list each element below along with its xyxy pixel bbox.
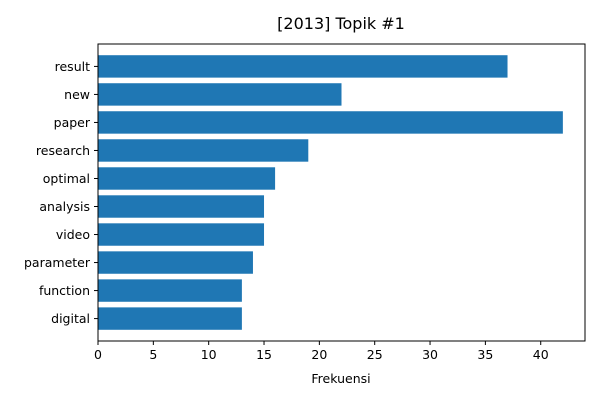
x-tick-label: 5 <box>149 347 157 362</box>
bar-video <box>98 223 265 246</box>
y-tick-label: digital <box>51 311 90 326</box>
x-tick-label: 20 <box>311 347 327 362</box>
bar-parameter <box>98 251 253 274</box>
x-tick-label: 30 <box>422 347 438 362</box>
x-tick-label: 15 <box>256 347 272 362</box>
y-axis-ticks: result new paper research optimal analysis vid… <box>24 59 98 326</box>
bar-research <box>98 139 309 162</box>
y-tick-label: result <box>55 59 90 74</box>
bar-function <box>98 279 242 302</box>
y-tick-label: optimal <box>43 171 90 186</box>
x-tick-label: 0 <box>94 347 102 362</box>
y-tick-label: research <box>36 143 90 158</box>
bar-paper <box>98 111 563 134</box>
x-tick-label: 35 <box>477 347 493 362</box>
bar-analysis <box>98 195 265 218</box>
bar-result <box>98 55 508 78</box>
y-tick-label: video <box>56 227 90 242</box>
bars-layer <box>98 55 563 330</box>
y-tick-label: analysis <box>39 199 90 214</box>
bar-optimal <box>98 167 276 190</box>
plot-frame <box>97 43 586 342</box>
y-tick-label: paper <box>54 115 91 130</box>
x-axis-ticks: 0 5 10 15 20 25 30 35 40 <box>94 341 549 362</box>
x-tick-label: 25 <box>367 347 383 362</box>
y-tick-label: new <box>64 87 90 102</box>
bar-new <box>98 83 342 106</box>
y-tick-label: function <box>39 283 90 298</box>
x-tick-label: 10 <box>201 347 217 362</box>
x-tick-label: 40 <box>533 347 549 362</box>
y-tick-label: parameter <box>24 255 91 270</box>
x-axis-label: Frekuensi <box>311 371 370 386</box>
chart-title: [2013] Topik #1 <box>277 14 405 33</box>
bar-digital <box>98 307 242 330</box>
